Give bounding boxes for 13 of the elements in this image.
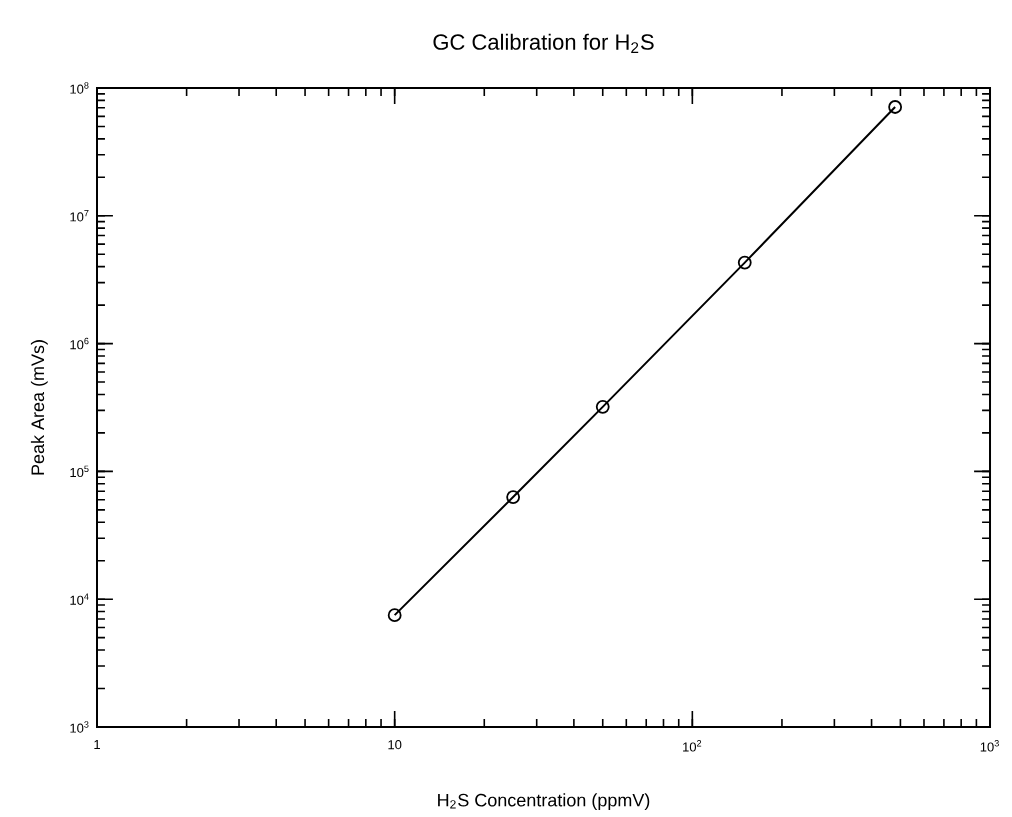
x-axis-title: H$_{2}$S Concentration (ppmV) — [438, 793, 650, 811]
x-tick-label: 10$^{2}$ — [683, 740, 702, 752]
y-tick-label: 10$^{4}$ — [70, 593, 89, 606]
y-axis-title: Peak Area (mVs) — [30, 340, 48, 475]
y-tick-label: 10$^{6}$ — [70, 337, 89, 350]
chart-title: GC Calibration for H$_{2}$S — [433, 33, 654, 54]
x-tick-label: 10$^{3}$ — [980, 740, 999, 752]
y-tick-label: 10$^{8}$ — [70, 82, 89, 94]
y-tick-label: 10$^{7}$ — [70, 210, 89, 222]
y-tick-label: 10$^{5}$ — [70, 465, 89, 478]
y-tick-label: 10$^{3}$ — [70, 721, 89, 733]
x-tick-label: 1 — [94, 740, 100, 750]
x-tick-label: 10 — [388, 740, 402, 750]
